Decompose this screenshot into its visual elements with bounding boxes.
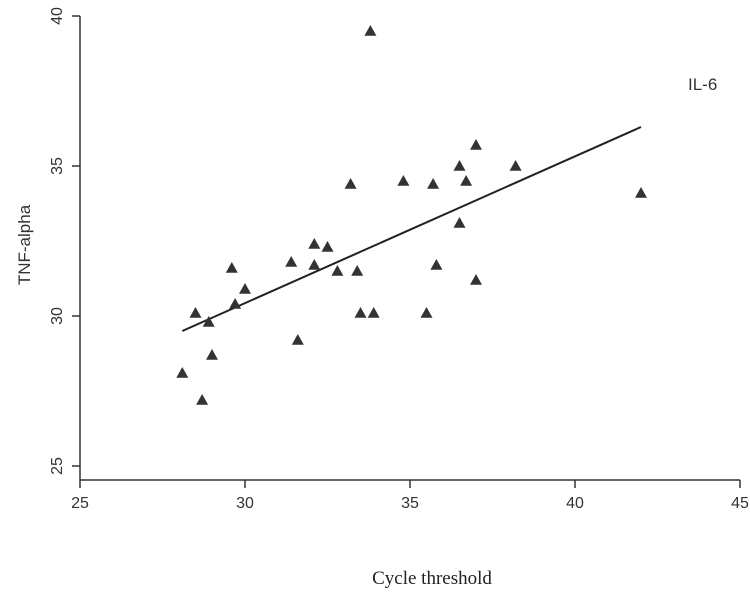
data-points xyxy=(176,25,647,405)
data-point xyxy=(202,316,215,327)
data-point xyxy=(189,307,202,318)
data-point xyxy=(354,307,367,318)
axes xyxy=(79,16,740,481)
data-point xyxy=(470,274,482,285)
y-tick-label: 35 xyxy=(49,157,66,175)
x-tick-label: 35 xyxy=(401,495,419,512)
data-point xyxy=(453,160,466,171)
data-point xyxy=(176,367,189,378)
data-point xyxy=(460,175,473,186)
data-point xyxy=(206,349,218,360)
data-point xyxy=(420,307,433,318)
data-point xyxy=(635,187,647,198)
data-point xyxy=(285,256,298,267)
data-point xyxy=(367,307,380,318)
data-point xyxy=(397,175,410,186)
x-tick-label: 25 xyxy=(71,495,89,512)
chart-annotation: IL-6 xyxy=(688,75,717,94)
y-tick-label: 25 xyxy=(49,457,66,475)
y-axis-label: TNF-alpha xyxy=(15,204,34,285)
data-point xyxy=(308,259,321,270)
data-point xyxy=(239,283,251,294)
data-point xyxy=(427,178,440,189)
data-point xyxy=(308,238,321,249)
x-axis-label: Cycle threshold xyxy=(372,568,492,589)
data-point xyxy=(509,160,522,171)
data-point xyxy=(453,217,466,228)
x-tick-label: 30 xyxy=(236,495,254,512)
data-point xyxy=(331,265,344,276)
x-tick-label: 45 xyxy=(731,495,749,512)
data-point xyxy=(470,139,482,150)
data-point xyxy=(364,25,377,36)
data-point xyxy=(225,262,238,273)
trend-line-group xyxy=(181,126,642,332)
data-point xyxy=(229,298,242,309)
y-tick-label: 30 xyxy=(49,307,66,325)
data-point xyxy=(430,259,443,270)
y-tick-label: 40 xyxy=(49,7,66,25)
data-point xyxy=(321,241,334,252)
data-point xyxy=(196,394,209,405)
trend-line xyxy=(181,126,642,332)
x-tick-label: 40 xyxy=(566,495,584,512)
data-point xyxy=(351,265,364,276)
data-point xyxy=(291,334,304,345)
data-point xyxy=(344,178,357,189)
y-ticks: 25 30 35 40 xyxy=(49,7,80,475)
x-ticks: 25 30 35 40 45 xyxy=(71,480,749,512)
